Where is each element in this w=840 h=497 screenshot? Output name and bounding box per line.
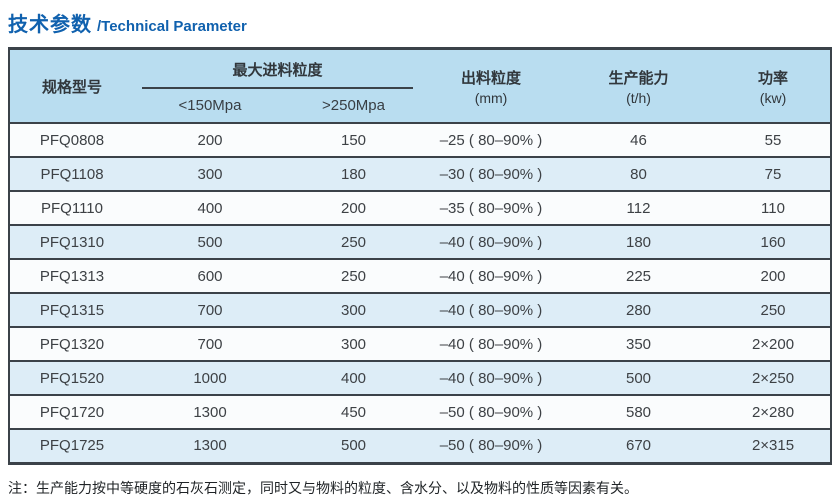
cell-output: –40 ( 80–90% )	[421, 292, 562, 327]
col-header-power-unit: (kw)	[759, 89, 787, 106]
cell-output: –25 ( 80–90% )	[421, 122, 562, 157]
col-header-max-feed-size-label: 最大进料粒度	[142, 50, 414, 89]
cell-capacity: 46	[561, 122, 717, 157]
page-title-chinese: 技术参数	[8, 14, 92, 36]
cell-capacity: 500	[561, 360, 717, 395]
table-row: PFQ0808 200 150 –25 ( 80–90% ) 46 55	[9, 122, 832, 157]
cell-power: 2×200	[716, 326, 832, 361]
cell-feed250: 250	[286, 258, 422, 293]
cell-output: –50 ( 80–90% )	[421, 394, 562, 429]
cell-model: PFQ1313	[9, 258, 134, 293]
col-header-power-label: 功率	[758, 69, 789, 87]
cell-model: PFQ1725	[9, 428, 134, 463]
cell-output: –30 ( 80–90% )	[421, 156, 562, 191]
cell-capacity: 670	[561, 428, 717, 463]
cell-feed250: 300	[286, 326, 422, 361]
page-title: 技术参数 /Technical Parameter	[0, 0, 840, 37]
cell-output: –40 ( 80–90% )	[421, 258, 562, 293]
col-header-output-size-label: 出料粒度	[461, 69, 522, 87]
footnote: 注：生产能力按中等硬度的石灰石测定，同时又与物料的粒度、含水分、以及物料的性质等…	[8, 479, 638, 496]
cell-feed150: 400	[134, 190, 286, 225]
col-header-150mpa: <150Mpa	[134, 89, 286, 123]
col-header-capacity-label: 生产能力	[608, 69, 669, 87]
table-row: PFQ1720 1300 450 –50 ( 80–90% ) 580 2×280	[9, 394, 832, 429]
cell-model: PFQ1315	[9, 292, 134, 327]
cell-model: PFQ1320	[9, 326, 134, 361]
table-body: PFQ0808 200 150 –25 ( 80–90% ) 46 55 PFQ1108 30…	[9, 122, 832, 463]
cell-feed250: 450	[286, 394, 422, 429]
cell-output: –50 ( 80–90% )	[421, 428, 562, 463]
table-row: PFQ1520 1000 400 –40 ( 80–90% ) 500 2×250	[9, 360, 832, 395]
table-row: PFQ1108 300 180 –30 ( 80–90% ) 80 75	[9, 156, 832, 191]
cell-feed250: 250	[286, 224, 422, 259]
col-header-150mpa-label: <150Mpa	[178, 97, 242, 114]
cell-feed150: 1300	[134, 428, 286, 463]
cell-model: PFQ1310	[9, 224, 134, 259]
cell-capacity: 225	[561, 258, 717, 293]
cell-feed250: 180	[286, 156, 422, 191]
cell-power: 2×250	[716, 360, 832, 395]
cell-feed150: 700	[134, 292, 286, 327]
table-row: PFQ1725 1300 500 –50 ( 80–90% ) 670 2×315	[9, 428, 832, 463]
col-header-max-feed-size: 最大进料粒度	[134, 48, 422, 89]
cell-feed150: 1000	[134, 360, 286, 395]
cell-output: –40 ( 80–90% )	[421, 360, 562, 395]
cell-power: 250	[716, 292, 832, 327]
cell-capacity: 350	[561, 326, 717, 361]
table-row: PFQ1320 700 300 –40 ( 80–90% ) 350 2×200	[9, 326, 832, 361]
cell-power: 160	[716, 224, 832, 259]
col-header-model: 规格型号	[9, 48, 134, 123]
cell-feed250: 500	[286, 428, 422, 463]
col-header-250mpa-label: >250Mpa	[322, 97, 385, 114]
header-row-sub: <150Mpa >250Mpa	[9, 89, 831, 123]
cell-capacity: 580	[561, 394, 717, 429]
cell-output: –35 ( 80–90% )	[421, 190, 562, 225]
cell-capacity: 112	[561, 190, 717, 225]
cell-power: 200	[716, 258, 832, 293]
col-header-model-label: 规格型号	[41, 78, 102, 96]
cell-model: PFQ1108	[9, 156, 134, 191]
cell-model: PFQ1520	[9, 360, 134, 395]
table-header: 规格型号 最大进料粒度 出料粒度 (mm) 生产能力 (t/h) 功率 (kw)	[9, 48, 832, 123]
col-header-capacity-unit: (t/h)	[626, 89, 651, 106]
table-row: PFQ1315 700 300 –40 ( 80–90% ) 280 250	[9, 292, 832, 327]
col-header-250mpa: >250Mpa	[286, 89, 422, 123]
technical-parameter-table: 规格型号 最大进料粒度 出料粒度 (mm) 生产能力 (t/h) 功率 (kw)	[8, 47, 833, 465]
cell-power: 75	[716, 156, 832, 191]
cell-feed150: 1300	[134, 394, 286, 429]
cell-model: PFQ0808	[9, 122, 134, 157]
cell-feed250: 150	[286, 122, 422, 157]
cell-feed250: 400	[286, 360, 422, 395]
table-row: PFQ1110 400 200 –35 ( 80–90% ) 112 110	[9, 190, 832, 225]
cell-capacity: 280	[561, 292, 717, 327]
cell-output: –40 ( 80–90% )	[421, 326, 562, 361]
cell-output: –40 ( 80–90% )	[421, 224, 562, 259]
cell-feed150: 200	[134, 122, 286, 157]
cell-capacity: 80	[561, 156, 717, 191]
cell-model: PFQ1110	[9, 190, 134, 225]
cell-power: 2×280	[716, 394, 832, 429]
col-header-output-size: 出料粒度 (mm)	[421, 48, 562, 123]
cell-feed250: 200	[286, 190, 422, 225]
table-row: PFQ1313 600 250 –40 ( 80–90% ) 225 200	[9, 258, 832, 293]
cell-power: 110	[716, 190, 832, 225]
col-header-power: 功率 (kw)	[716, 48, 832, 123]
col-header-output-size-unit: (mm)	[474, 89, 508, 106]
cell-power: 55	[716, 122, 832, 157]
cell-feed150: 700	[134, 326, 286, 361]
cell-feed150: 300	[134, 156, 286, 191]
cell-feed150: 500	[134, 224, 286, 259]
cell-feed250: 300	[286, 292, 422, 327]
cell-model: PFQ1720	[9, 394, 134, 429]
header-row-group: 规格型号 最大进料粒度 出料粒度 (mm) 生产能力 (t/h) 功率 (kw)	[9, 48, 832, 123]
cell-power: 2×315	[716, 428, 832, 463]
cell-capacity: 180	[561, 224, 717, 259]
page-title-english: /Technical Parameter	[97, 18, 247, 35]
col-header-capacity: 生产能力 (t/h)	[561, 48, 717, 123]
cell-feed150: 600	[134, 258, 286, 293]
table-row: PFQ1310 500 250 –40 ( 80–90% ) 180 160	[9, 224, 832, 259]
